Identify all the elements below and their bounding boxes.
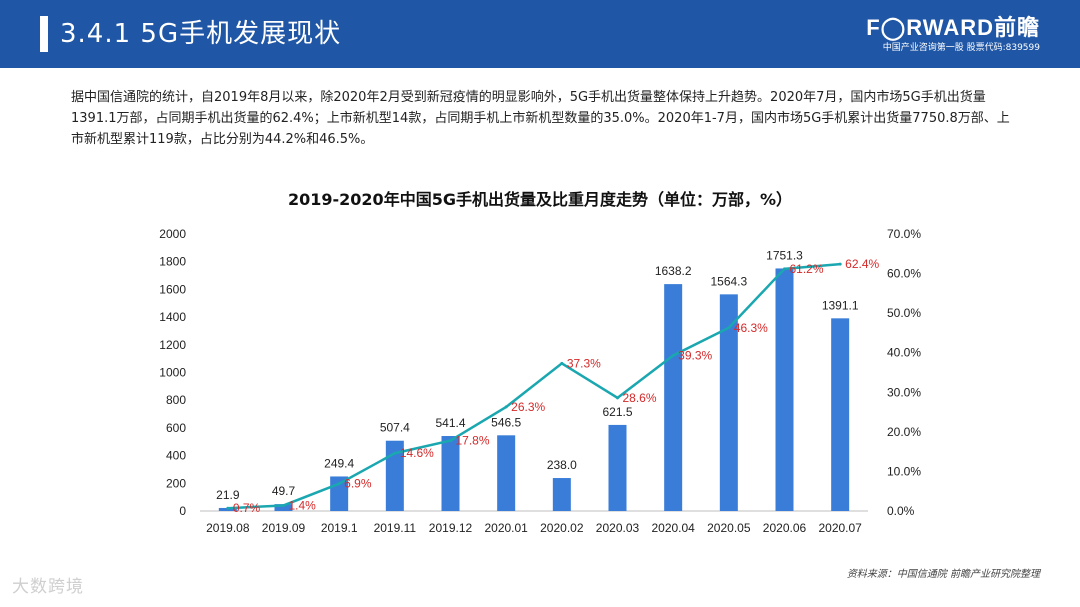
left-axis-tick: 800 xyxy=(166,393,186,407)
x-axis-tick: 2020.07 xyxy=(818,521,862,535)
share-point xyxy=(226,506,230,510)
x-axis-tick: 2020.06 xyxy=(763,521,807,535)
share-point xyxy=(671,353,675,357)
bar-value-label: 238.0 xyxy=(547,458,577,472)
left-axis-tick: 1200 xyxy=(159,338,186,352)
left-axis-tick: 0 xyxy=(179,504,186,518)
right-axis-tick: 50.0% xyxy=(887,306,921,320)
share-value-label: 61.2% xyxy=(790,262,824,276)
left-axis-tick: 1400 xyxy=(159,310,186,324)
bar-value-label: 249.4 xyxy=(324,456,354,470)
header-bar: 3.4.1 5G手机发展现状 F◯RWARD前瞻 中国产业咨询第一股 股票代码:… xyxy=(0,0,1080,68)
title-accent-bar xyxy=(40,16,48,52)
bar-value-label: 507.4 xyxy=(380,421,410,435)
bar-value-label: 621.5 xyxy=(602,405,632,419)
share-line xyxy=(227,262,841,510)
bar-2020.06 xyxy=(775,268,794,511)
right-axis-tick: 40.0% xyxy=(887,346,921,360)
left-axis-tick: 1600 xyxy=(159,282,186,296)
left-axis-tick: 200 xyxy=(166,476,186,490)
source-note: 资料来源：中国信通院 前瞻产业研究院整理 xyxy=(846,569,1040,580)
share-point xyxy=(783,267,786,271)
x-axis-tick: 2019.09 xyxy=(262,521,306,535)
share-point xyxy=(727,326,731,330)
bar-value-label: 21.9 xyxy=(216,488,240,502)
right-axis-tick: 0.0% xyxy=(887,504,915,518)
bar-value-label: 546.5 xyxy=(491,415,521,429)
left-axis-tick: 2000 xyxy=(159,227,186,241)
share-value-label: 26.3% xyxy=(511,400,545,414)
bar-value-label: 541.4 xyxy=(435,416,465,430)
share-point xyxy=(616,396,619,400)
share-value-label: 17.8% xyxy=(456,434,490,448)
page-title: 3.4.1 5G手机发展现状 xyxy=(60,19,342,49)
left-axis-tick: 400 xyxy=(166,449,186,463)
left-axis-tick: 1000 xyxy=(159,366,186,380)
share-point xyxy=(393,451,397,455)
share-point xyxy=(337,482,341,486)
share-point xyxy=(504,405,508,409)
brand-logo: F◯RWARD前瞻 中国产业咨询第一股 股票代码:839599 xyxy=(866,15,1040,55)
share-value-label: 0.7% xyxy=(233,501,261,515)
x-axis-tick: 2019.1 xyxy=(321,521,358,535)
bar-2019.12 xyxy=(441,436,460,511)
x-axis-tick: 2019.11 xyxy=(374,521,417,535)
right-axis-tick: 10.0% xyxy=(887,464,921,478)
left-axis-tick: 600 xyxy=(166,421,186,435)
right-axis-tick: 60.0% xyxy=(887,267,921,281)
right-axis-tick: 20.0% xyxy=(887,425,921,439)
share-value-label: 14.6% xyxy=(400,446,434,460)
x-axis-tick: 2020.01 xyxy=(484,521,528,535)
bar-2020.04 xyxy=(664,284,683,511)
bar-2019.09 xyxy=(274,504,293,511)
x-axis-tick: 2019.12 xyxy=(429,521,473,535)
x-axis-tick: 2020.03 xyxy=(596,521,640,535)
share-value-label: 6.9% xyxy=(344,477,372,491)
left-axis-tick: 1800 xyxy=(159,255,186,269)
x-axis-tick: 2020.02 xyxy=(540,521,584,535)
share-value-label: 28.6% xyxy=(623,391,657,405)
x-axis-tick: 2019.08 xyxy=(206,521,250,535)
share-point xyxy=(838,262,842,266)
bar-2019.11 xyxy=(385,440,404,511)
x-axis-tick: 2020.04 xyxy=(651,521,695,535)
bar-value-label: 1751.3 xyxy=(766,248,803,262)
intro-paragraph: 据中国信通院的统计，自2019年8月以来，除2020年2月受到新冠疫情的明显影响… xyxy=(71,90,1010,147)
bar-2020.02 xyxy=(552,478,571,511)
brand-tagline: 中国产业咨询第一股 股票代码:839599 xyxy=(882,43,1040,53)
share-value-label: 37.3% xyxy=(567,356,601,370)
bar-2020.01 xyxy=(497,435,516,511)
bar-2020.07 xyxy=(831,318,850,511)
bar-value-label: 49.7 xyxy=(272,484,296,498)
share-value-label: 1.4% xyxy=(289,498,317,512)
bar-2020.03 xyxy=(608,424,627,511)
watermark-text: 大数跨境 xyxy=(12,577,84,597)
share-point xyxy=(282,503,285,507)
share-value-label: 46.3% xyxy=(734,321,768,335)
bar-value-label: 1564.3 xyxy=(710,274,747,288)
chart-title: 2019-2020年中国5G手机出货量及比重月度走势（单位：万部，%） xyxy=(287,190,792,209)
bar-2020.05 xyxy=(719,294,738,511)
share-point xyxy=(560,361,564,365)
share-value-label: 62.4% xyxy=(845,257,879,271)
x-axis-tick: 2020.05 xyxy=(707,521,751,535)
share-point xyxy=(449,439,452,443)
right-axis-tick: 30.0% xyxy=(887,385,921,399)
share-value-label: 39.3% xyxy=(678,348,712,362)
right-axis-tick: 70.0% xyxy=(887,227,921,241)
bar-value-label: 1391.1 xyxy=(822,298,859,312)
brand-name: F◯RWARD前瞻 xyxy=(866,15,1040,40)
bar-value-label: 1638.2 xyxy=(655,264,692,278)
